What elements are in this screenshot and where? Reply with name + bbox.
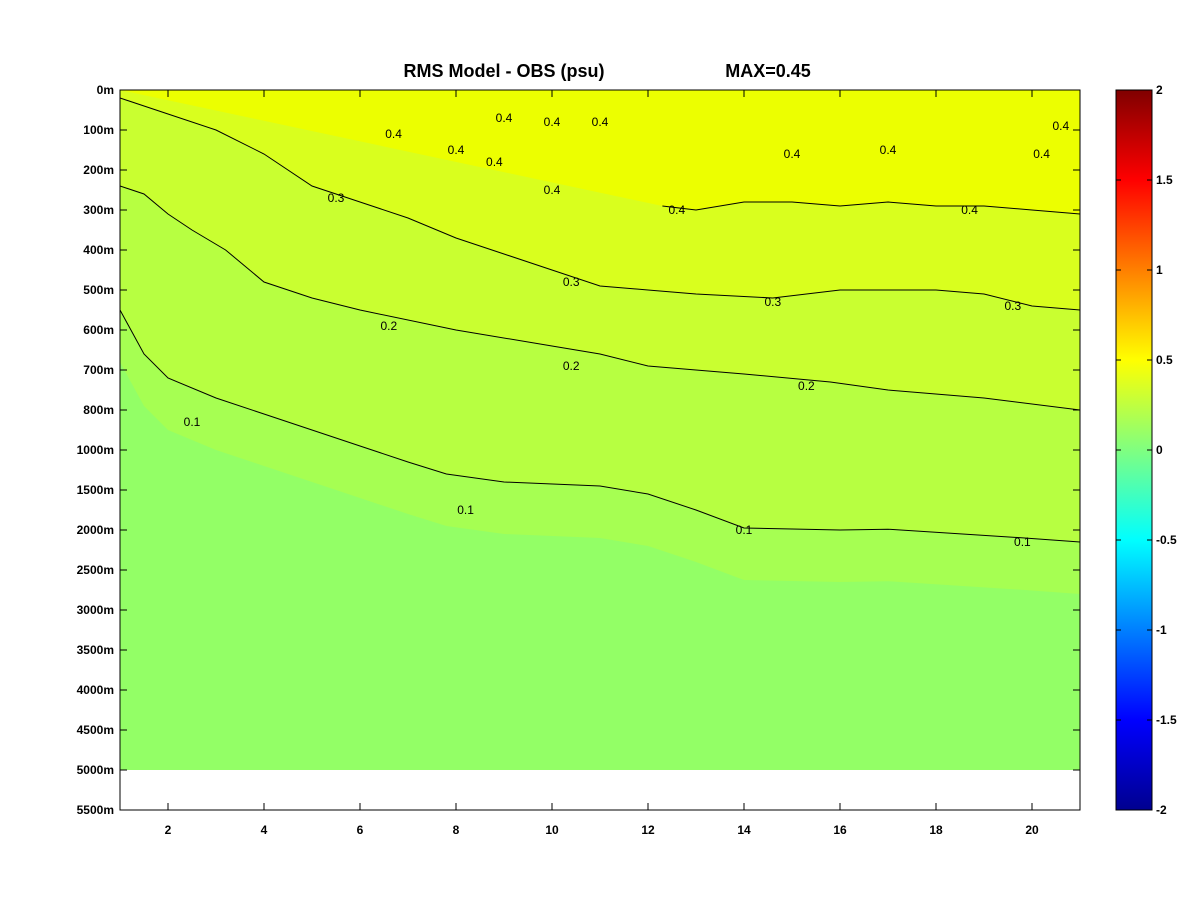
x-axis: 2 4 6 8 10 12 14 16 18 20 (165, 90, 1039, 837)
x-tick-label: 6 (357, 823, 364, 837)
contour-label: 0.2 (798, 379, 815, 393)
contour-label: 0.4 (1052, 119, 1069, 133)
chart-max-label: MAX=0.45 (725, 61, 811, 81)
colorbar-gradient (1115, 89, 1153, 811)
colorbar-tick-label: -0.5 (1156, 533, 1177, 547)
contour-label: 0.4 (486, 155, 503, 169)
contour-label: 0.4 (668, 203, 685, 217)
contour-label: 0.1 (457, 503, 474, 517)
colorbar-tick-label: 2 (1156, 83, 1163, 97)
contour-label: 0.2 (380, 319, 397, 333)
contour-label: 0.4 (496, 111, 513, 125)
contour-label: 0.3 (1004, 299, 1021, 313)
contour-label: 0.1 (184, 415, 201, 429)
y-tick-label: 4000m (77, 683, 114, 697)
colorbar-tick-label: -1.5 (1156, 713, 1177, 727)
contour-labels: 0.10.10.10.10.20.20.20.30.30.3 0.30.40.40… (184, 111, 1070, 549)
y-tick-label: 0m (97, 83, 114, 97)
chart-title: RMS Model - OBS (psu) (404, 61, 605, 81)
y-tick-label: 600m (83, 323, 114, 337)
y-tick-label: 5000m (77, 763, 114, 777)
y-tick-label: 700m (83, 363, 114, 377)
y-tick-label: 800m (83, 403, 114, 417)
contour-label: 0.2 (563, 359, 580, 373)
x-tick-label: 8 (453, 823, 460, 837)
x-tick-label: 4 (261, 823, 268, 837)
x-tick-label: 14 (737, 823, 751, 837)
contour-label: 0.4 (385, 127, 402, 141)
y-tick-label: 200m (83, 163, 114, 177)
y-tick-label: 1000m (77, 443, 114, 457)
y-tick-label: 5500m (77, 803, 114, 817)
x-tick-label: 10 (545, 823, 559, 837)
contour-label: 0.4 (784, 147, 801, 161)
y-tick-label: 2500m (77, 563, 114, 577)
contour-label: 0.4 (544, 115, 561, 129)
y-tick-label: 4500m (77, 723, 114, 737)
x-tick-label: 20 (1025, 823, 1039, 837)
field-band-0-4 (120, 90, 1080, 214)
plot-area: 0.10.10.10.10.20.20.20.30.30.3 0.30.40.40… (119, 89, 1081, 811)
colorbar-tick-label: -1 (1156, 623, 1167, 637)
colorbar: 2 1.5 1 0.5 0 -0.5 -1 -1.5 -2 (1115, 83, 1177, 817)
colorbar-tick-label: -2 (1156, 803, 1167, 817)
contour-label: 0.4 (544, 183, 561, 197)
contour-line-0-1 (120, 309, 1080, 543)
color-field (120, 90, 1080, 770)
y-tick-label: 2000m (77, 523, 114, 537)
contour-label: 0.4 (880, 143, 897, 157)
y-tick-label: 3500m (77, 643, 114, 657)
colorbar-tick-label: 1.5 (1156, 173, 1173, 187)
y-tick-label: 500m (83, 283, 114, 297)
contour-label: 0.4 (592, 115, 609, 129)
y-axis: 0m 100m 200m 300m 400m 500m 600m 700m 800m 1000m 1… (77, 83, 1080, 817)
contour-label: 0.3 (764, 295, 781, 309)
contour-label: 0.4 (448, 143, 465, 157)
contour-lines (120, 97, 1080, 543)
x-tick-label: 12 (641, 823, 655, 837)
colorbar-tick-label: 0.5 (1156, 353, 1173, 367)
colorbar-ticks: 2 1.5 1 0.5 0 -0.5 -1 -1.5 -2 (1116, 83, 1177, 817)
contour-label: 0.4 (961, 203, 978, 217)
y-tick-label: 1500m (77, 483, 114, 497)
x-tick-label: 2 (165, 823, 172, 837)
contour-label: 0.1 (736, 523, 753, 537)
colorbar-tick-label: 0 (1156, 443, 1163, 457)
y-tick-label: 400m (83, 243, 114, 257)
contour-line-0-4 (662, 201, 1080, 215)
x-tick-label: 18 (929, 823, 943, 837)
contour-label: 0.3 (328, 191, 345, 205)
colorbar-tick-label: 1 (1156, 263, 1163, 277)
contour-label: 0.3 (563, 275, 580, 289)
contour-label: 0.1 (1014, 535, 1031, 549)
x-tick-label: 16 (833, 823, 847, 837)
y-tick-label: 3000m (77, 603, 114, 617)
contour-line-0-3 (120, 97, 1080, 311)
contour-label: 0.4 (1033, 147, 1050, 161)
y-tick-label: 300m (83, 203, 114, 217)
contour-line-0-2 (120, 185, 1080, 411)
y-tick-label: 100m (83, 123, 114, 137)
